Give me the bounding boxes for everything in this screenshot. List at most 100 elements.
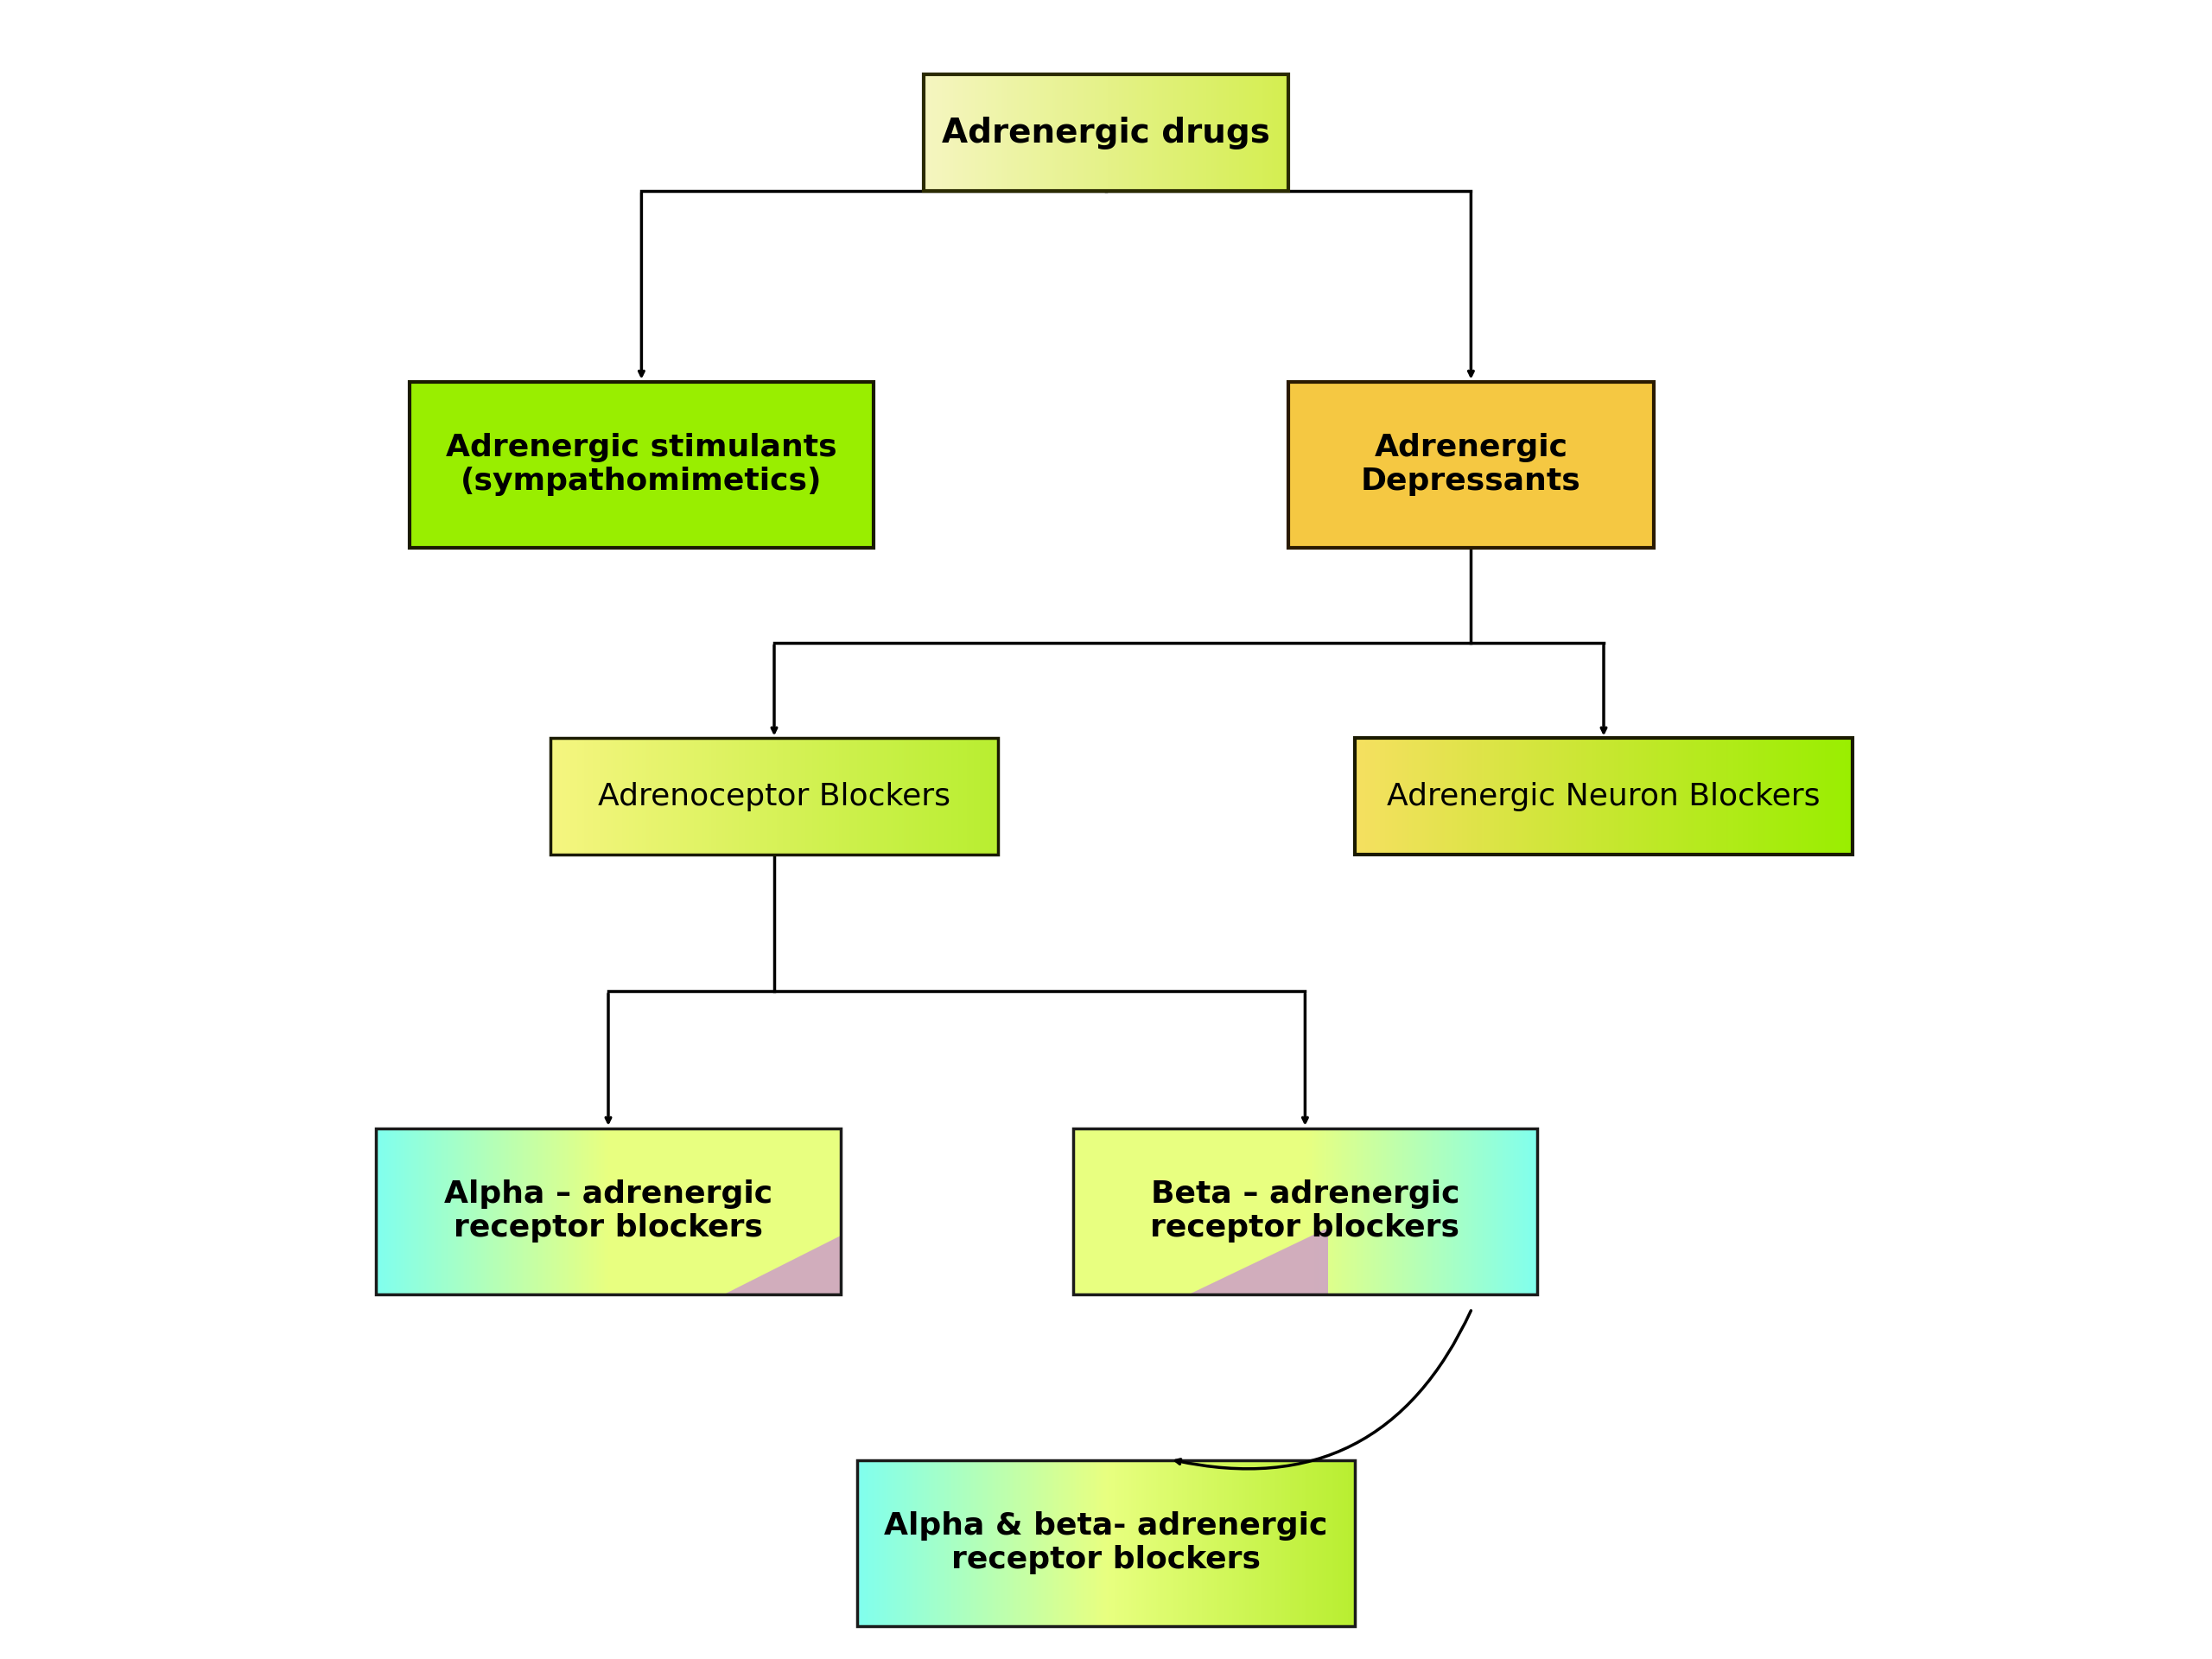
Bar (626, 738, 628, 854)
Bar (1644, 738, 1646, 854)
Bar (1358, 738, 1360, 854)
Bar (812, 738, 814, 854)
Bar (597, 738, 599, 854)
Bar (608, 738, 611, 854)
Bar (874, 738, 876, 854)
Bar (1360, 738, 1363, 854)
Bar (571, 738, 573, 854)
Bar (1785, 738, 1787, 854)
Bar (745, 738, 748, 854)
Bar (577, 738, 580, 854)
Bar (582, 738, 584, 854)
Bar (765, 738, 768, 854)
Bar (564, 738, 566, 854)
Bar (1829, 738, 1832, 854)
Bar (677, 738, 679, 854)
Bar (1522, 738, 1524, 854)
Bar (787, 738, 790, 854)
Bar (557, 738, 560, 854)
Bar (1526, 738, 1528, 854)
Bar (619, 738, 622, 854)
Bar (1745, 738, 1747, 854)
Bar (551, 738, 998, 854)
Bar (1436, 738, 1438, 854)
Bar (852, 738, 854, 854)
Bar (1354, 738, 1358, 854)
Bar (664, 738, 666, 854)
Bar (584, 738, 586, 854)
Bar (624, 738, 626, 854)
Bar (816, 738, 818, 854)
Bar (1776, 738, 1778, 854)
Bar (617, 738, 619, 854)
Polygon shape (726, 1236, 841, 1294)
Bar (971, 738, 973, 854)
Bar (960, 738, 962, 854)
Bar (1588, 738, 1590, 854)
Bar (1838, 738, 1840, 854)
Bar (1542, 738, 1544, 854)
Bar (1767, 738, 1770, 854)
Bar (1420, 738, 1422, 854)
Bar (898, 738, 900, 854)
Bar (929, 738, 931, 854)
Bar (1765, 738, 1767, 854)
Bar (909, 738, 911, 854)
Bar (761, 738, 763, 854)
Bar (1843, 738, 1845, 854)
Bar (1544, 738, 1546, 854)
Bar (858, 738, 860, 854)
Bar (1464, 738, 1467, 854)
Bar (847, 738, 849, 854)
Bar (801, 738, 803, 854)
Bar (1736, 738, 1739, 854)
Bar (836, 738, 838, 854)
Bar (772, 738, 774, 854)
Bar (1398, 738, 1400, 854)
Bar (1710, 738, 1714, 854)
Bar (1770, 738, 1774, 854)
Bar (827, 738, 830, 854)
Bar (1739, 738, 1741, 854)
Bar (708, 738, 710, 854)
Bar (555, 738, 557, 854)
Bar (679, 738, 681, 854)
Bar (872, 738, 874, 854)
Bar (743, 738, 745, 854)
Bar (807, 738, 810, 854)
Bar (1462, 738, 1464, 854)
Bar (980, 738, 982, 854)
Bar (925, 738, 927, 854)
Bar (1559, 738, 1562, 854)
Bar (803, 738, 805, 854)
Bar (1562, 738, 1564, 854)
Bar (1367, 738, 1369, 854)
Bar (757, 738, 759, 854)
Bar (891, 738, 894, 854)
Bar (1787, 738, 1790, 854)
Bar (814, 738, 816, 854)
Bar (1721, 738, 1723, 854)
Bar (737, 738, 739, 854)
Bar (602, 738, 604, 854)
Bar (945, 738, 947, 854)
Bar (1467, 738, 1469, 854)
Bar (637, 738, 639, 854)
Bar (869, 738, 872, 854)
Bar (1471, 738, 1475, 854)
Bar (1699, 738, 1701, 854)
Bar (967, 738, 969, 854)
Bar (681, 738, 686, 854)
Bar (823, 738, 825, 854)
Bar (799, 738, 801, 854)
Bar (982, 738, 984, 854)
Bar (668, 738, 670, 854)
Bar (785, 738, 787, 854)
Bar (1447, 738, 1449, 854)
Bar (686, 738, 688, 854)
Bar (734, 738, 737, 854)
Bar (1369, 738, 1371, 854)
Bar (776, 738, 779, 854)
Bar (1568, 738, 1571, 854)
Bar (657, 738, 659, 854)
